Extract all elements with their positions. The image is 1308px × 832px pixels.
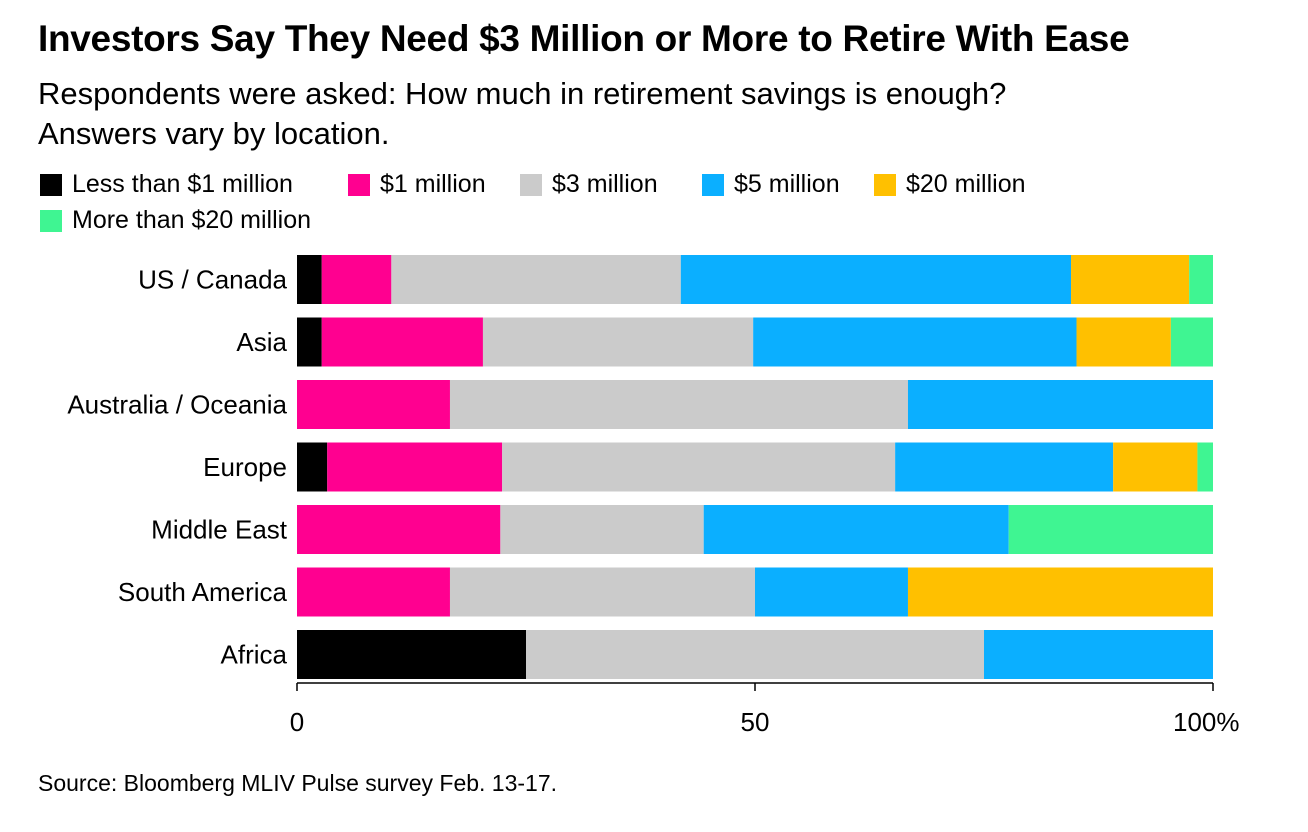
x-tick-label: 100% — [1173, 707, 1240, 737]
category-label: Europe — [203, 452, 287, 482]
legend-label: $1 million — [380, 170, 486, 198]
bar-segment — [755, 567, 908, 617]
category-label: Africa — [221, 640, 288, 670]
legend-swatch — [40, 209, 62, 232]
bar-segment — [297, 505, 501, 554]
legend-item: Less than $1 million — [40, 170, 293, 199]
bar-segment — [907, 567, 1213, 617]
legend-swatch — [520, 173, 542, 196]
bar-segment — [297, 442, 328, 492]
category-label: Middle East — [151, 515, 288, 545]
bar-segment — [321, 317, 483, 367]
bar-segment — [449, 380, 908, 429]
stacked-bar-chart: US / Canada Asia Australia / Oceania Europe… — [67, 255, 1240, 737]
x-tick-label: 50 — [741, 707, 770, 737]
bar-segment — [895, 442, 1114, 492]
bar-segment — [1076, 317, 1171, 367]
bar-segment — [1071, 255, 1190, 304]
bar-segment — [297, 317, 322, 367]
bar-segment — [703, 505, 1009, 554]
source-note: Source: Bloomberg MLIV Pulse survey Feb.… — [38, 770, 558, 796]
legend-label: Less than $1 million — [72, 170, 293, 198]
legend-label: $5 million — [734, 170, 840, 198]
chart-title: Investors Say They Need $3 Million or Mo… — [38, 18, 1130, 59]
bar-segment — [297, 380, 450, 429]
bar-segment — [1170, 317, 1213, 367]
bar-segment — [1189, 255, 1213, 304]
bar-segment — [391, 255, 681, 304]
legend-swatch — [702, 173, 724, 196]
legend-label: $3 million — [552, 170, 658, 198]
bar-segment — [1113, 442, 1198, 492]
bar-segment — [1008, 505, 1213, 554]
legend-item: $20 million — [874, 170, 1026, 199]
legend-item: $5 million — [702, 170, 840, 199]
legend-label: $20 million — [906, 170, 1026, 198]
bar-segment — [449, 567, 755, 617]
legend-item: $1 million — [348, 170, 486, 199]
legend-item: More than $20 million — [40, 206, 311, 235]
category-label: Australia / Oceania — [67, 390, 287, 420]
bar-segment — [907, 380, 1213, 429]
bar-segment — [297, 630, 526, 679]
bar-segment — [753, 317, 1077, 367]
legend-swatch — [40, 173, 62, 196]
bar-segment — [984, 630, 1213, 679]
bar-segment — [482, 317, 754, 367]
category-label: US / Canada — [138, 265, 287, 295]
subtitle-line-1: Respondents were asked: How much in reti… — [38, 76, 1007, 111]
legend-label: More than $20 million — [72, 206, 312, 234]
bar-segment — [297, 255, 322, 304]
legend-item: $3 million — [520, 170, 658, 199]
x-tick-label: 0 — [290, 707, 304, 737]
bar-segment — [297, 567, 450, 617]
legend-swatch — [874, 173, 896, 196]
bar-segment — [680, 255, 1072, 304]
bar-segment — [327, 442, 503, 492]
bar-segment — [1197, 442, 1213, 492]
bar-segment — [321, 255, 392, 304]
bar-segment — [502, 442, 896, 492]
category-label: Asia — [236, 327, 287, 357]
chart-subtitle: Respondents were asked: How much in reti… — [38, 74, 1238, 154]
legend-swatch — [348, 173, 370, 196]
bar-segment — [526, 630, 984, 679]
category-label: South America — [118, 577, 288, 607]
bar-segment — [500, 505, 704, 554]
subtitle-line-2: Answers vary by location. — [38, 116, 390, 151]
